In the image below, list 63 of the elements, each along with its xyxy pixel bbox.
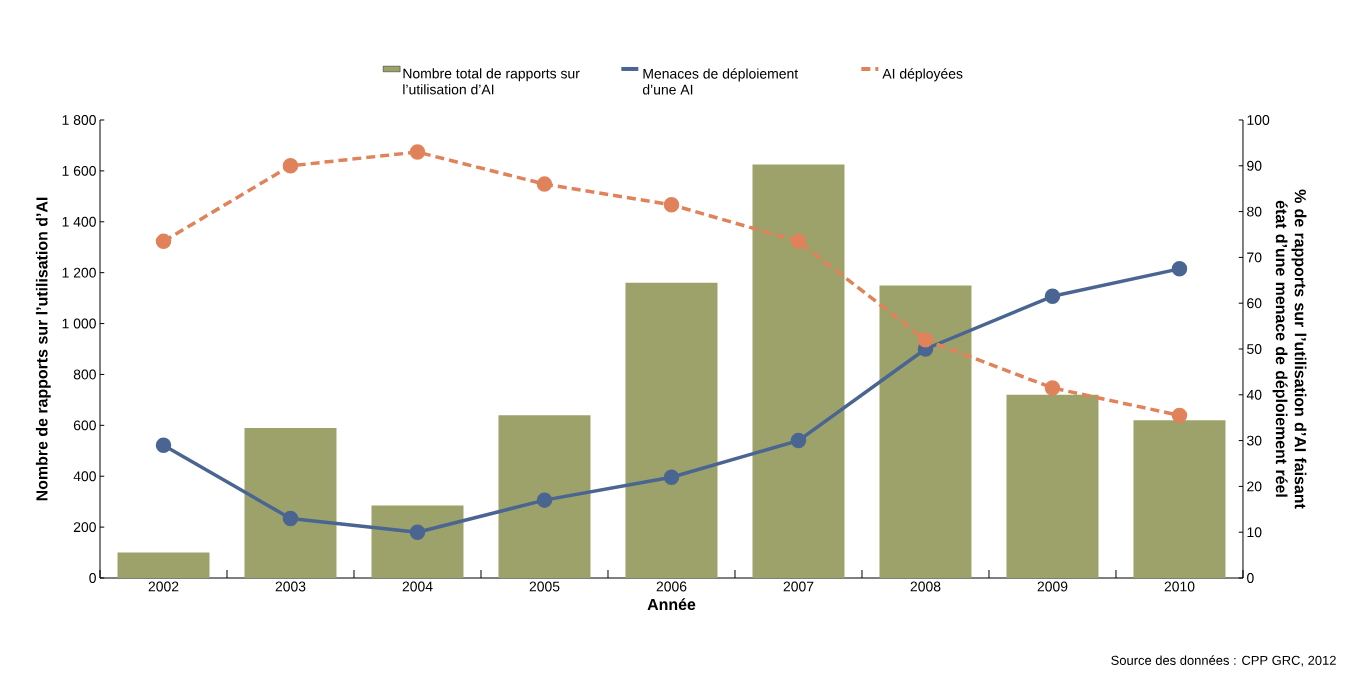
bar <box>498 415 591 578</box>
point <box>790 432 807 449</box>
bar <box>371 505 464 578</box>
y-tick-label: 1 600 <box>62 165 96 176</box>
y2-tick-label: 90 <box>1247 160 1262 171</box>
y-tick-label: 1 000 <box>62 318 96 329</box>
legend-label: AI déployées <box>882 68 963 82</box>
x-tick-label: 2007 <box>783 581 814 592</box>
y2-tick-label: 20 <box>1247 481 1262 492</box>
x-tick-label: 2004 <box>402 581 433 592</box>
point <box>409 524 426 540</box>
y-tick-label: 1 200 <box>62 267 96 278</box>
point <box>536 176 553 192</box>
bar <box>117 552 210 578</box>
legend-label: Nombre total de rapports sur l’utilisation d’AI <box>403 68 580 95</box>
bar <box>752 164 845 578</box>
point <box>155 437 172 453</box>
y2-tick-label: 0 <box>1247 573 1254 583</box>
y2-tick-label: 100 <box>1247 115 1270 125</box>
y2-tick-label: 60 <box>1247 298 1262 309</box>
point <box>790 233 807 250</box>
y2-tick-label: 30 <box>1247 435 1262 446</box>
point <box>663 469 680 485</box>
y-tick-label: 1 400 <box>62 216 96 227</box>
point <box>1044 380 1061 396</box>
y2-tick-label: 10 <box>1247 527 1262 538</box>
point <box>155 233 172 250</box>
bar <box>1006 394 1099 578</box>
y-tick-label: 400 <box>73 471 96 482</box>
x-tick-label: 2006 <box>656 581 687 592</box>
x-tick-label: 2010 <box>1164 581 1195 592</box>
point <box>1171 261 1188 277</box>
x-tick-label: 2009 <box>1037 581 1068 592</box>
x-tick-label: 2003 <box>275 581 306 592</box>
y-tick-label: 800 <box>73 369 96 380</box>
point <box>1171 407 1188 424</box>
point <box>282 158 299 174</box>
bar <box>625 282 718 578</box>
x-axis-title: Année <box>647 598 696 611</box>
point <box>663 196 680 213</box>
y-tick-label: 0 <box>89 573 96 583</box>
point <box>536 492 553 508</box>
x-tick-label: 2005 <box>529 581 560 592</box>
y-tick-label: 600 <box>73 420 96 431</box>
y2-tick-label: 40 <box>1246 389 1262 400</box>
legend-label: Menaces de déploiement d’une AI <box>642 68 799 95</box>
source-note: Source des données : CPP GRC, 2012 <box>1111 655 1336 667</box>
point <box>1044 288 1061 305</box>
y2-tick-label: 50 <box>1247 344 1262 354</box>
y2-tick-label: 70 <box>1247 252 1262 263</box>
point <box>282 510 299 527</box>
bar <box>1133 420 1226 578</box>
y-axis-title: Nombre de rapports sur l’utilisation d’AI <box>35 197 51 501</box>
point <box>917 332 934 348</box>
y-tick-label: 200 <box>73 522 96 533</box>
x-tick-label: 2002 <box>148 581 179 592</box>
y2-axis-title: % de rapports sur l’utilisation d’AI faisant état d’une menace de déploiement réel <box>1272 189 1307 509</box>
y-tick-label: 1 800 <box>62 115 96 125</box>
point <box>409 144 426 160</box>
x-tick-label: 2008 <box>910 581 941 592</box>
bar <box>244 427 337 578</box>
y2-tick-label: 80 <box>1247 206 1262 217</box>
bar <box>879 285 972 578</box>
